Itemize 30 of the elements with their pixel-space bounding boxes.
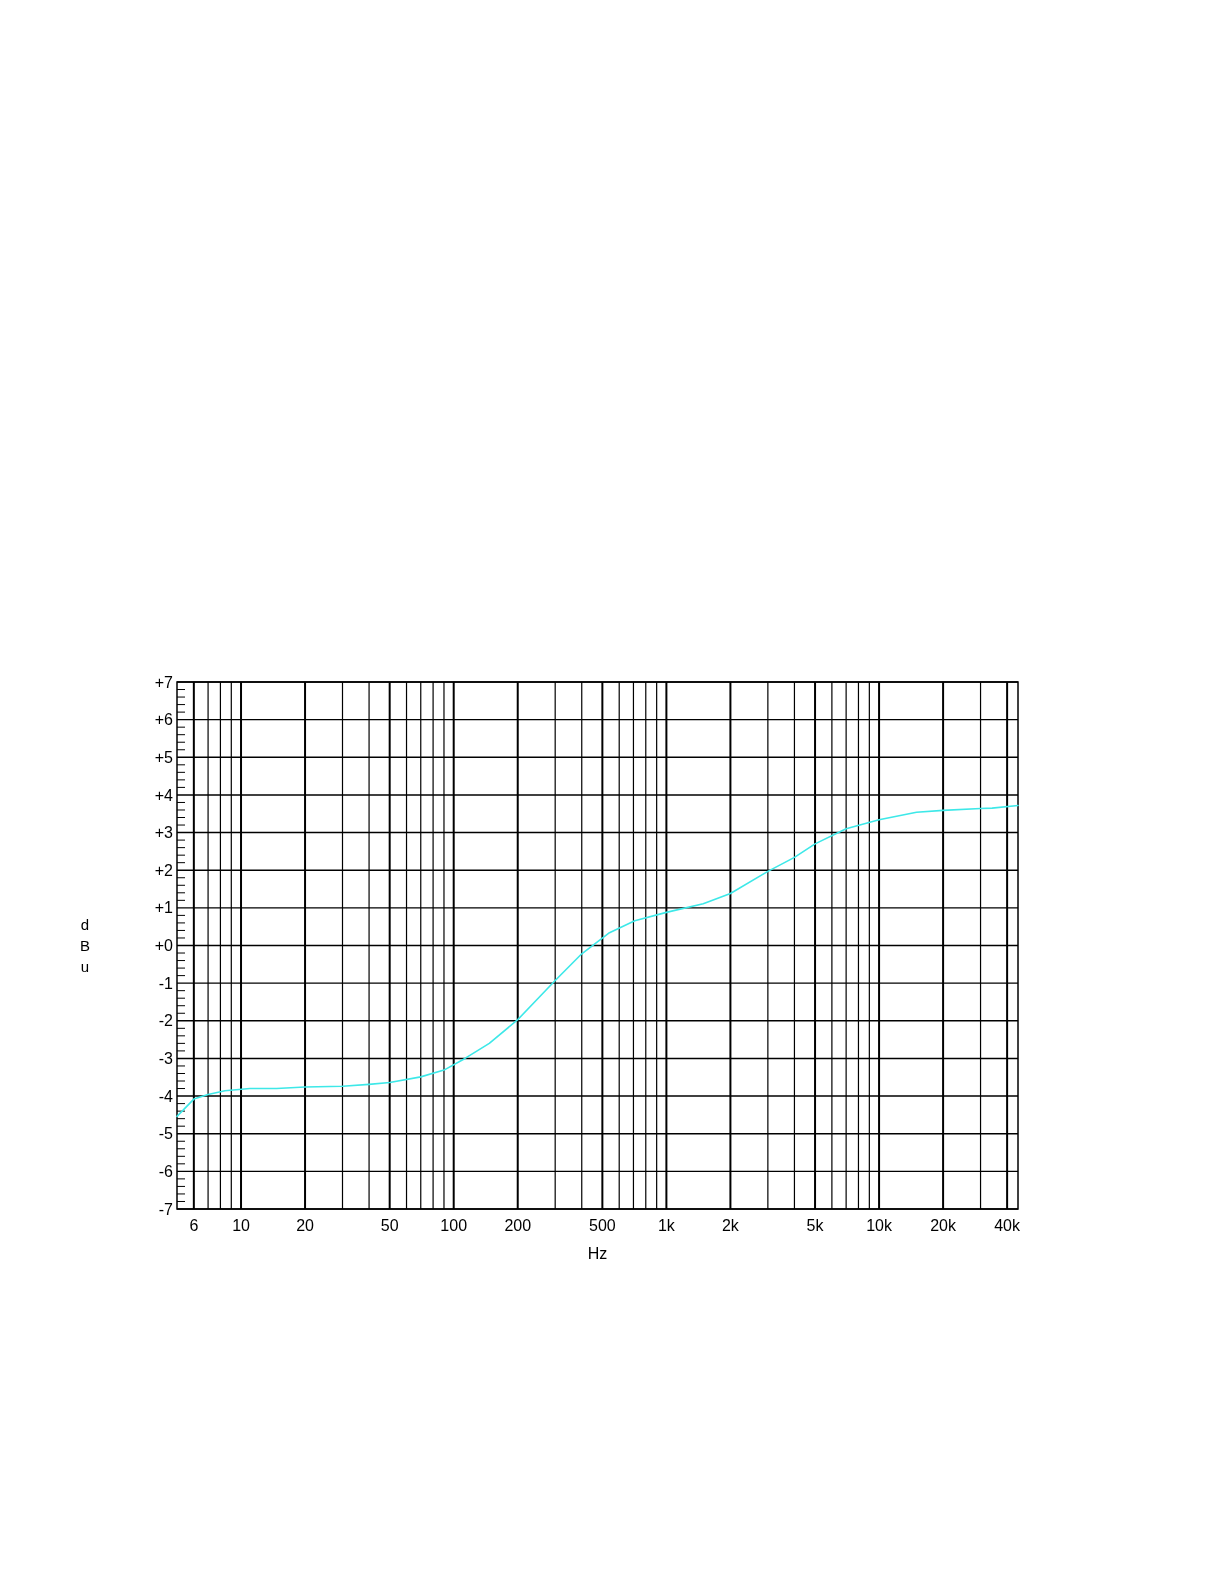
x-tick-label: 100 [440,1217,468,1234]
y-tick-label: +7 [154,673,174,691]
x-tick-label: 20k [930,1217,957,1234]
x-tick-label: 500 [589,1217,616,1234]
y-tick-label: +4 [154,786,174,804]
x-tick-label: 6 [189,1217,199,1234]
y-tick-label: +1 [154,899,174,917]
y-tick-label: -4 [158,1087,174,1105]
y-tick-label: +3 [154,824,174,842]
y-tick-label: -5 [158,1125,174,1143]
y-tick-label: +6 [154,711,174,729]
y-tick-label: -2 [158,1012,174,1030]
y-tick-label: -7 [158,1200,174,1218]
x-tick-label: 10 [232,1217,251,1234]
x-tick-label: 40k [994,1217,1022,1234]
y-tick-label: -1 [158,974,174,992]
y-axis-title: dBu [79,916,91,975]
y-tick-label: +0 [154,937,174,955]
x-axis-title: Hz [587,1245,608,1262]
y-tick-label: -6 [158,1162,174,1180]
y-tick-label: +2 [154,861,174,879]
y-tick-label: +5 [154,748,174,766]
x-tick-label: 5k [806,1217,825,1234]
x-tick-label: 200 [504,1217,532,1234]
x-tick-label: 2k [721,1217,740,1234]
x-tick-label: 1k [657,1217,676,1234]
x-tick-label: 10k [866,1217,893,1234]
y-tick-label: -3 [158,1050,174,1068]
x-tick-label: 20 [296,1217,315,1234]
x-tick-label: 50 [380,1217,399,1234]
